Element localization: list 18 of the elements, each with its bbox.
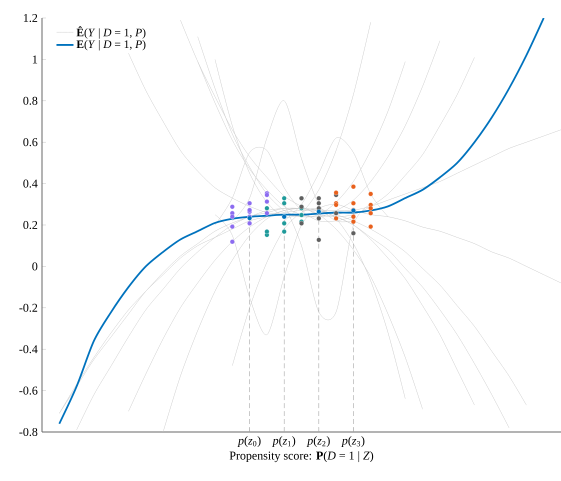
y-tick-label: 0.8 bbox=[23, 96, 38, 105]
y-tick-label: 0.6 bbox=[23, 138, 38, 146]
x-tick-label: p(z$_{3}$) bbox=[341, 436, 364, 448]
y-tick-label: 1 bbox=[32, 55, 38, 64]
y-tick-label: 0.2 bbox=[23, 220, 38, 230]
y-tick-label: -0.6 bbox=[19, 386, 38, 395]
x-axis-title: Propensity score: P(D = 1 | Z) bbox=[230, 451, 374, 462]
y-tick-label: 0.4 bbox=[23, 180, 38, 188]
y-tick-label: 0 bbox=[32, 262, 38, 270]
legend-label: Ê(Y | D = 1, P) bbox=[76, 26, 146, 39]
x-tick-label: p(z$_{2}$) bbox=[306, 436, 330, 448]
y-tick-label: -0.2 bbox=[19, 304, 38, 312]
x-tick-label: p(z$_{1}$) bbox=[272, 436, 296, 448]
y-tick-label: -0.4 bbox=[19, 345, 38, 354]
y-tick-label: 1.2 bbox=[24, 14, 38, 22]
y-tick-label: -0.8 bbox=[19, 428, 38, 436]
legend-label: E(Y | D = 1, P) bbox=[76, 40, 146, 50]
x-tick-label: p(z$_{0}$) bbox=[237, 436, 261, 448]
